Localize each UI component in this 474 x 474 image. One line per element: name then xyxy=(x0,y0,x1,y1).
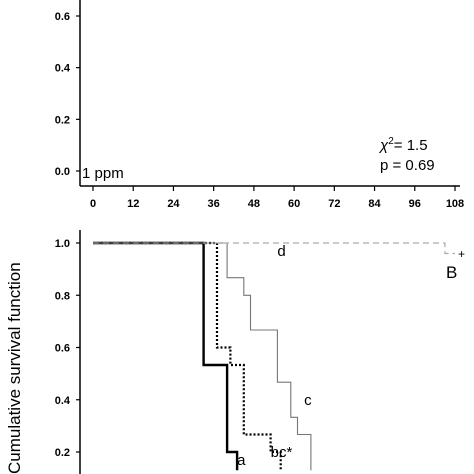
top-xtick-label: 12 xyxy=(127,198,139,210)
bottom-ytick-label: 1.0 xyxy=(55,238,70,250)
chi-superscript: 2 xyxy=(388,136,394,147)
series-line-a xyxy=(93,241,239,471)
censor-mark: + xyxy=(458,247,465,261)
series-line-bc xyxy=(93,241,282,471)
top-ytick-label: 0.0 xyxy=(55,166,70,178)
top-panel: 0.00.20.40.6 0 12 24 36 48 60 72 84 96 108 1 ppm … xyxy=(55,0,464,210)
panel-label-b: B xyxy=(446,263,457,282)
series-label-d: d xyxy=(277,243,285,260)
bottom-panel: 0.2 0.4 0.6 0.8 1.0 a bc* c d B + xyxy=(55,230,465,474)
top-ytick-label: 0.4 xyxy=(55,63,71,75)
chi-square-stat: χ2= 1.5 xyxy=(378,136,428,154)
top-xtick-label: 36 xyxy=(208,198,220,210)
y-axis-label: Cumulative survival function xyxy=(5,262,24,474)
top-xtick-label: 108 xyxy=(446,198,464,210)
bottom-ytick-label: 0.6 xyxy=(55,343,70,355)
top-annotation: 1 ppm xyxy=(82,165,124,182)
p-value-stat: p = 0.69 xyxy=(380,157,435,174)
top-xtick-label: 24 xyxy=(167,198,180,210)
series-line-c xyxy=(93,242,312,471)
bottom-ytick-label: 0.2 xyxy=(55,447,70,459)
top-ytick-label: 0.6 xyxy=(55,11,70,23)
top-xtick-label: 72 xyxy=(328,198,340,210)
series-label-a: a xyxy=(237,452,246,469)
top-ytick-label: 0.2 xyxy=(55,114,70,126)
chi-symbol: χ xyxy=(378,137,389,154)
bottom-ytick-label: 0.4 xyxy=(55,395,71,407)
top-xtick-label: 0 xyxy=(90,198,96,210)
series-label-bc: bc* xyxy=(271,444,293,461)
series-line-d xyxy=(93,242,455,255)
top-xtick-label: 48 xyxy=(248,198,260,210)
top-xtick-label: 60 xyxy=(288,198,300,210)
series-label-c: c xyxy=(304,392,312,409)
chi-value: = 1.5 xyxy=(394,137,428,154)
top-xtick-label: 84 xyxy=(368,198,381,210)
top-xtick-label: 96 xyxy=(409,198,421,210)
bottom-ytick-label: 0.8 xyxy=(55,290,70,302)
